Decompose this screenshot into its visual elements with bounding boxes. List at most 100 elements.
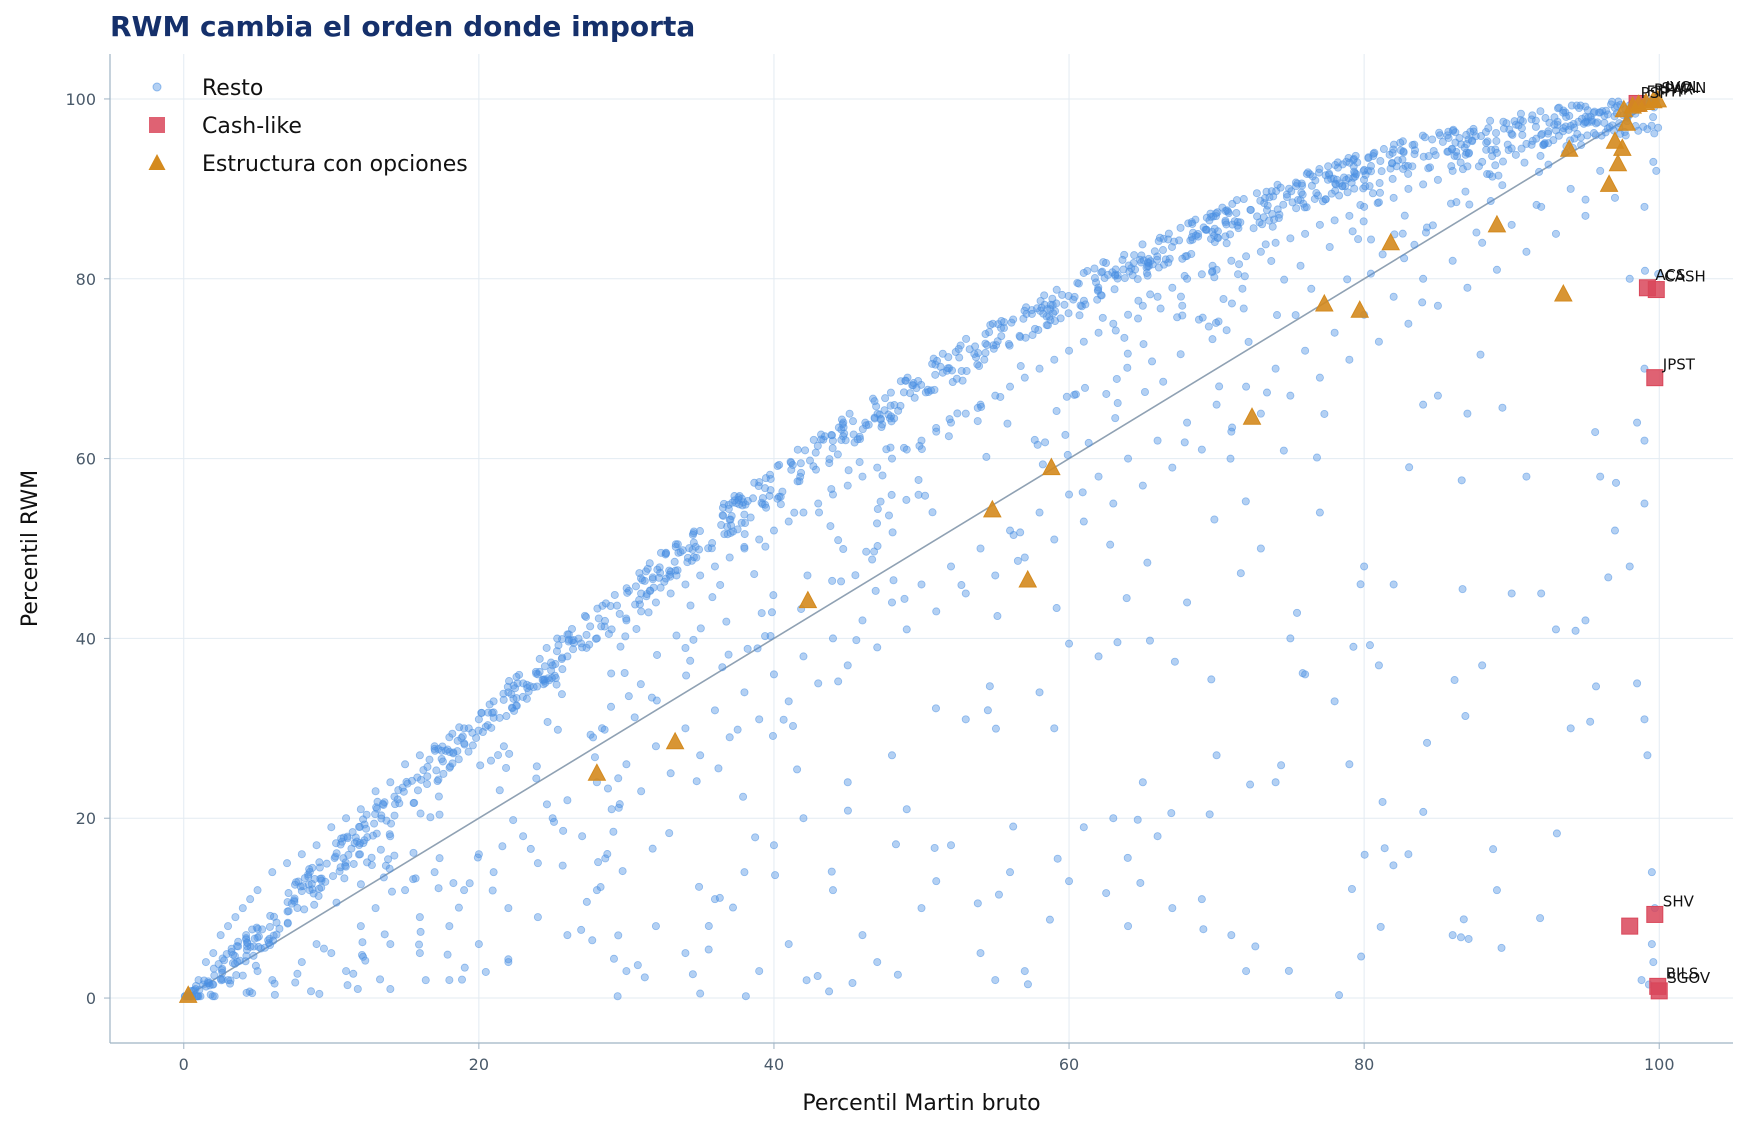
- resto-point: [1569, 119, 1578, 128]
- resto-point: [1586, 717, 1595, 726]
- resto-point: [1343, 275, 1352, 284]
- resto-point: [415, 913, 424, 922]
- resto-point: [231, 913, 240, 922]
- resto-point: [1537, 202, 1546, 211]
- resto-point: [1459, 915, 1468, 924]
- resto-point: [1178, 301, 1187, 310]
- resto-point: [1640, 202, 1649, 211]
- resto-point: [443, 950, 452, 959]
- x-tick-label: 60: [1059, 1055, 1079, 1074]
- resto-point: [532, 762, 541, 771]
- resto-point: [1065, 877, 1074, 886]
- resto-point: [685, 544, 694, 553]
- resto-point: [1478, 238, 1487, 247]
- resto-point: [849, 430, 858, 439]
- resto-point: [1075, 311, 1084, 320]
- resto-point: [1035, 508, 1044, 517]
- resto-point: [403, 779, 412, 788]
- point-annotation: ACS: [1655, 266, 1685, 284]
- resto-point: [1252, 189, 1261, 198]
- resto-point: [1583, 118, 1592, 127]
- resto-point: [686, 656, 695, 665]
- resto-point: [515, 670, 524, 679]
- resto-point: [201, 958, 210, 967]
- resto-point: [1168, 904, 1177, 913]
- resto-point: [1324, 162, 1333, 171]
- resto-point: [1528, 136, 1537, 145]
- resto-point: [1448, 256, 1457, 265]
- resto-point: [202, 982, 211, 991]
- resto-point: [1124, 922, 1133, 931]
- resto-point: [549, 817, 558, 826]
- resto-point: [757, 609, 766, 618]
- resto-point: [620, 668, 629, 677]
- resto-point: [951, 348, 960, 357]
- resto-point: [1183, 598, 1192, 607]
- resto-point: [1325, 242, 1334, 251]
- resto-point: [1282, 190, 1291, 199]
- resto-point: [248, 925, 257, 934]
- resto-point: [416, 927, 425, 936]
- options-point: [1314, 293, 1334, 312]
- resto-point: [637, 787, 646, 796]
- resto-point: [341, 858, 350, 867]
- resto-point: [1323, 175, 1332, 184]
- resto-point: [1376, 922, 1385, 931]
- resto-point: [1511, 150, 1520, 159]
- resto-point: [551, 674, 560, 683]
- resto-point: [1498, 181, 1507, 190]
- resto-point: [542, 800, 551, 809]
- resto-point: [767, 608, 776, 617]
- resto-point: [1016, 528, 1025, 537]
- resto-point: [531, 667, 540, 676]
- resto-point: [786, 457, 795, 466]
- resto-point: [283, 919, 292, 928]
- resto-point: [692, 777, 701, 786]
- resto-point: [563, 796, 572, 805]
- resto-point: [1004, 339, 1013, 348]
- resto-point: [1030, 435, 1039, 444]
- resto-point: [671, 540, 680, 549]
- resto-point: [358, 938, 367, 947]
- resto-point: [899, 388, 908, 397]
- resto-point: [997, 316, 1006, 325]
- resto-point: [1330, 328, 1339, 337]
- resto-point: [1159, 234, 1168, 243]
- resto-point: [1571, 626, 1580, 635]
- resto-point: [600, 725, 609, 734]
- resto-point: [1640, 364, 1649, 373]
- resto-point: [1138, 481, 1147, 490]
- resto-point: [873, 463, 882, 472]
- resto-point: [610, 590, 619, 599]
- resto-point: [458, 975, 467, 984]
- resto-point: [563, 630, 572, 639]
- resto-point: [1246, 205, 1255, 214]
- resto-point: [1471, 132, 1480, 141]
- resto-point: [801, 446, 810, 455]
- resto-point: [768, 731, 777, 740]
- resto-point: [415, 751, 424, 760]
- resto-point: [1543, 129, 1552, 138]
- resto-point: [1342, 175, 1351, 184]
- resto-point: [921, 491, 930, 500]
- resto-point: [615, 800, 624, 809]
- resto-point: [1256, 409, 1265, 418]
- resto-point: [1366, 269, 1375, 278]
- resto-point: [373, 797, 382, 806]
- resto-point: [1457, 476, 1466, 485]
- resto-point: [814, 499, 823, 508]
- resto-point: [1643, 751, 1652, 760]
- options-point: [1042, 457, 1061, 476]
- resto-point: [1428, 135, 1437, 144]
- resto-point: [1138, 778, 1147, 787]
- resto-point: [543, 717, 552, 726]
- resto-point: [973, 899, 982, 908]
- resto-point: [1301, 346, 1310, 355]
- resto-point: [848, 978, 857, 987]
- resto-point: [327, 949, 336, 958]
- resto-point: [840, 429, 849, 438]
- resto-point: [254, 932, 263, 941]
- resto-point: [1144, 262, 1153, 271]
- resto-point: [828, 886, 837, 895]
- resto-point: [1050, 535, 1059, 544]
